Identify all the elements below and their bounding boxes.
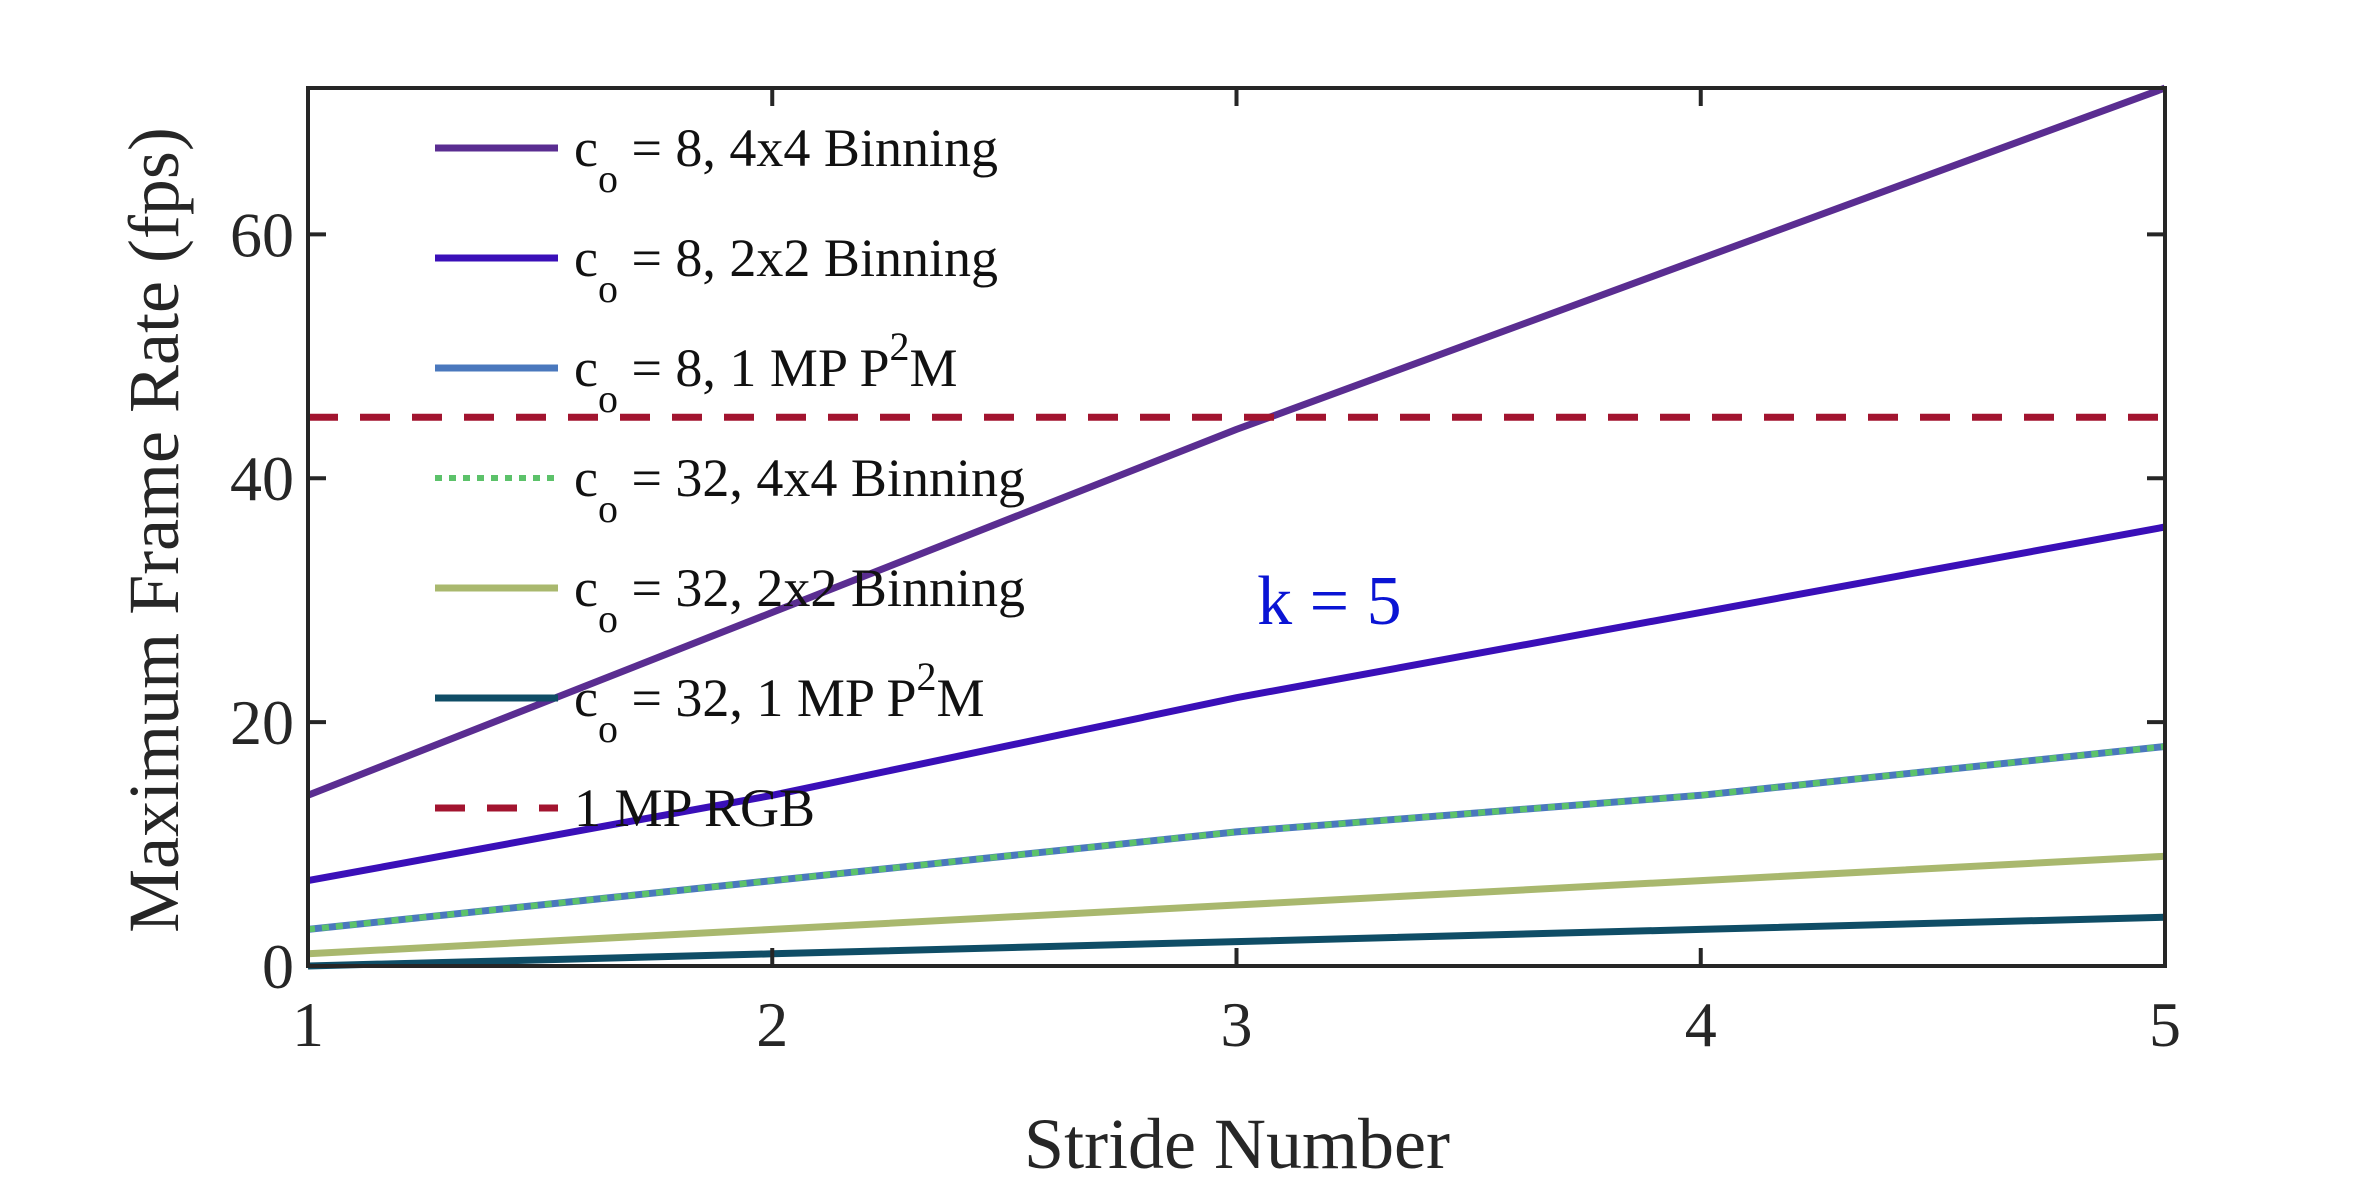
annotations: k = 5 <box>1257 563 1401 640</box>
legend-label-2: co = 8, 2x2 Binning <box>574 228 998 311</box>
legend-label-1: co = 8, 4x4 Binning <box>574 118 998 201</box>
legend-label-5: co = 32, 2x2 Binning <box>574 558 1025 641</box>
legend-label-4: co = 32, 4x4 Binning <box>574 448 1025 531</box>
legend-label-3: co = 8, 1 MP P2M <box>574 324 958 421</box>
y-tick-label: 20 <box>230 687 294 758</box>
series-line-2 <box>307 523 2166 885</box>
legend-label-7: 1 MP RGB <box>574 778 815 838</box>
plot-background <box>308 88 2165 966</box>
x-tick-label: 3 <box>1221 989 1253 1060</box>
legend: co = 8, 4x4 Binning co = 8, 2x2 Binning co… <box>435 118 1025 838</box>
plot-area <box>308 88 2165 966</box>
ticks: 1 2 3 4 5 0 20 40 60 <box>230 88 2181 1060</box>
series-line-1 <box>306 84 2167 799</box>
y-tick-label: 60 <box>230 199 294 270</box>
series-line-6 <box>307 913 2166 970</box>
x-tick-label: 2 <box>756 989 788 1060</box>
series-lines <box>306 84 2167 970</box>
x-tick-label: 5 <box>2149 989 2181 1060</box>
y-axis-label: Maximum Frame Rate (fps) <box>114 127 194 933</box>
x-axis-label: Stride Number <box>1024 1104 1450 1181</box>
y-tick-label: 0 <box>262 931 294 1002</box>
legend-label-6: co = 32, 1 MP P2M <box>574 654 985 751</box>
x-tick-label: 1 <box>292 989 324 1060</box>
x-tick-label: 4 <box>1685 989 1717 1060</box>
annotation-k-value: k = 5 <box>1257 563 1401 640</box>
series-line-5 <box>307 852 2166 958</box>
series-line-4 <box>307 743 2166 933</box>
y-tick-label: 40 <box>230 443 294 514</box>
